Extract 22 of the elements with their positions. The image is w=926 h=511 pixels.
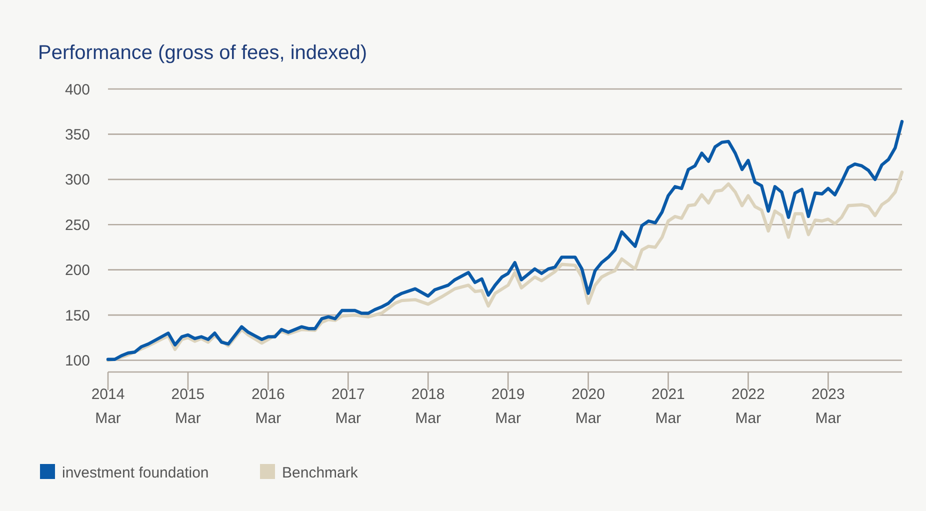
x-tick-label: 2018 Mar xyxy=(411,386,445,427)
chart-title: Performance (gross of fees, indexed) xyxy=(38,42,368,64)
x-tick-label: 2015 Mar xyxy=(171,386,205,427)
y-tick-label: 250 xyxy=(64,216,90,234)
x-tick-label: 2019 Mar xyxy=(491,386,525,427)
x-tick-label: 2020 Mar xyxy=(572,386,605,427)
y-tick-label: 350 xyxy=(64,126,90,144)
x-tick-label: 2022 Mar xyxy=(732,386,765,427)
y-tick-label: 300 xyxy=(64,172,90,189)
line-series xyxy=(106,120,904,361)
x-tick-label: 2017 Mar xyxy=(331,386,365,427)
x-tick-label: 2014 Mar xyxy=(91,386,125,427)
legend-label: investment foundation xyxy=(62,464,209,482)
x-tick-label: 2016 Mar xyxy=(251,386,285,427)
x-tick-label: 2021 Mar xyxy=(652,386,685,427)
line-series xyxy=(106,170,904,362)
y-tick-label: 150 xyxy=(64,307,90,324)
y-tick-label: 400 xyxy=(64,81,90,98)
y-tick-label: 200 xyxy=(64,262,90,280)
legend-label: Benchmark xyxy=(282,464,358,482)
y-tick-label: 100 xyxy=(64,352,90,370)
x-tick-label: 2023 Mar xyxy=(811,386,845,427)
